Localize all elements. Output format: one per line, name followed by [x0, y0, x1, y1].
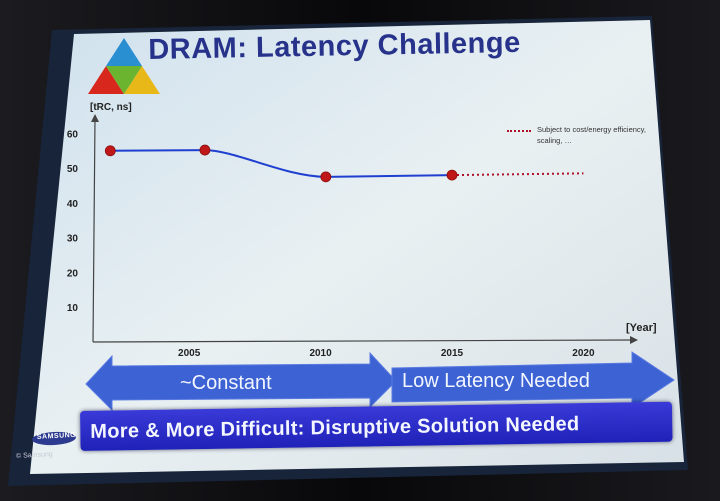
x-tick-label-2010: 2010: [309, 348, 332, 359]
slide-background: [30, 20, 684, 474]
y-tick-label-10: 10: [67, 303, 79, 314]
data-point-2: [320, 171, 332, 183]
x-tick-label-2005: 2005: [178, 348, 201, 359]
y-axis-arrowhead: [91, 114, 99, 122]
y-tick-label-60: 60: [67, 129, 79, 140]
y-axis: [92, 117, 96, 343]
x-tick-label-2015: 2015: [441, 348, 464, 359]
y-tick-label-40: 40: [67, 199, 79, 210]
series-line-projection: [451, 172, 584, 177]
y-tick-label-50: 50: [67, 164, 79, 175]
x-axis: [92, 339, 633, 343]
data-point-3: [446, 169, 458, 181]
x-axis-arrowhead: [630, 336, 638, 344]
triangle-logo-icon: [88, 38, 160, 94]
low-latency-arrow: [391, 351, 675, 409]
y-tick-label-20: 20: [67, 268, 79, 279]
data-point-1: [199, 144, 211, 156]
data-point-0: [104, 145, 116, 157]
y-tick-label-30: 30: [67, 234, 79, 245]
x-tick-label-2020: 2020: [572, 348, 595, 359]
